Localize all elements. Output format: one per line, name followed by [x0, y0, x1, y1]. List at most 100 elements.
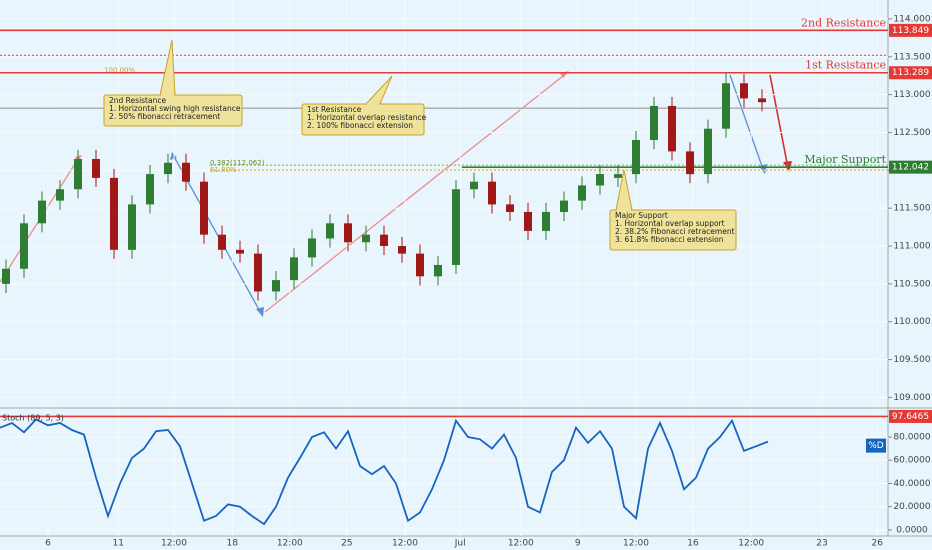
x-tick-label: 6: [45, 539, 51, 549]
candle-body: [362, 234, 370, 243]
price-label-box: [889, 160, 932, 174]
stoch-line: [0, 418, 769, 526]
candle-body: [740, 83, 748, 99]
callout-box: [609, 209, 737, 251]
candle-body: [2, 268, 10, 284]
candle-body: [416, 253, 424, 277]
arrow: [729, 74, 765, 173]
candle-body: [596, 174, 604, 186]
candle-body: [146, 174, 154, 205]
candle-body: [272, 280, 280, 292]
x-tick-label: 12:00: [623, 539, 649, 549]
y-tick-label: 113.000: [893, 90, 930, 100]
candle-body: [380, 234, 388, 247]
callout-line: 3. 61.8% fibonacci extension: [615, 235, 724, 244]
candle-body: [614, 174, 622, 178]
candle-body: [56, 189, 64, 201]
candle-body: [650, 105, 658, 141]
x-tick-label: 23: [816, 539, 827, 549]
candle-body: [110, 177, 118, 250]
candle-body: [308, 238, 316, 258]
price-label-box: [889, 23, 932, 37]
level-name: 2nd Resistance: [801, 16, 886, 29]
callout-title: 1st Resistance: [307, 105, 362, 114]
candle-body: [578, 185, 586, 201]
candle-body: [686, 151, 694, 175]
candle-body: [542, 211, 550, 231]
price-label: 97.6465: [892, 412, 929, 422]
candle-body: [704, 128, 712, 175]
y-tick-label: 0.0000: [896, 525, 928, 535]
legend-label: %D: [868, 441, 884, 451]
price-label: 113.289: [892, 68, 929, 78]
candle-body: [344, 223, 352, 243]
fib-label: 61.80%: [210, 166, 237, 174]
candle-body: [488, 181, 496, 205]
indicator-title: Stoch (89, 5, 3): [2, 414, 64, 423]
candle-body: [524, 211, 532, 231]
x-tick-label: 16: [687, 539, 699, 549]
candle-body: [470, 181, 478, 190]
candle-body: [74, 158, 82, 190]
y-tick-label: 110.000: [893, 317, 930, 327]
candle-body: [20, 223, 28, 269]
y-tick-label: 111.000: [893, 242, 930, 252]
y-tick-label: 109.000: [893, 393, 930, 403]
callout-box: [301, 103, 425, 136]
candle-body: [92, 158, 100, 178]
candle-body: [128, 204, 136, 250]
y-tick-label: 113.500: [893, 52, 930, 62]
x-tick-label: 12:00: [277, 539, 303, 549]
arrow: [264, 71, 569, 313]
x-tick-label: 25: [341, 539, 352, 549]
callout-line: 1. Horizontal swing high resistance: [109, 104, 241, 113]
x-tick-label: Jul: [454, 539, 466, 549]
callout-line: 2. 50% fibonacci retracement: [109, 112, 220, 121]
fib-label: 100.00%: [104, 67, 135, 75]
y-tick-label: 114.000: [893, 14, 930, 24]
candle-body: [722, 83, 730, 129]
candle-body: [38, 200, 46, 224]
y-tick-label: 60.0000: [893, 456, 930, 466]
candle-body: [164, 162, 172, 175]
candle-body: [182, 162, 190, 182]
price-label: 113.849: [892, 26, 929, 36]
x-tick-label: 12:00: [161, 539, 187, 549]
candle-body: [236, 249, 244, 254]
x-tick-label: 26: [871, 539, 883, 549]
callout-title: Major Support: [615, 211, 668, 220]
fib-label: 0.382(112.062): [210, 159, 265, 167]
candle-body: [218, 234, 226, 250]
callout-line: 2. 100% fibonacci extension: [307, 121, 413, 130]
callout-title: 2nd Resistance: [109, 96, 166, 105]
candle-body: [506, 204, 514, 212]
candle-body: [200, 181, 208, 235]
y-tick-label: 40.0000: [893, 479, 930, 489]
price-label: 112.042: [892, 163, 929, 173]
x-tick-label: 18: [226, 539, 238, 549]
y-tick-label: 109.500: [893, 355, 930, 365]
candle-body: [452, 189, 460, 265]
legend-box: [866, 438, 886, 453]
y-tick-label: 80.0000: [893, 432, 930, 442]
candle-body: [254, 253, 262, 292]
y-tick-label: 20.0000: [893, 502, 930, 512]
x-tick-label: 12:00: [392, 539, 418, 549]
y-tick-label: 110.500: [893, 279, 930, 289]
x-tick-label: 11: [112, 539, 123, 549]
price-label-box: [889, 66, 932, 80]
candle-body: [398, 246, 406, 254]
candle-body: [668, 105, 676, 152]
y-tick-label: 112.500: [893, 128, 930, 138]
price-label-box: [889, 409, 932, 423]
callout-line: 1. Horizontal overlap resistance: [307, 113, 427, 122]
x-tick-label: 12:00: [738, 539, 764, 549]
x-tick-label: 9: [575, 539, 581, 549]
level-name: Major Support: [804, 153, 886, 166]
candle-body: [290, 257, 298, 281]
arrow-head: [256, 307, 264, 317]
candle-body: [434, 264, 442, 277]
